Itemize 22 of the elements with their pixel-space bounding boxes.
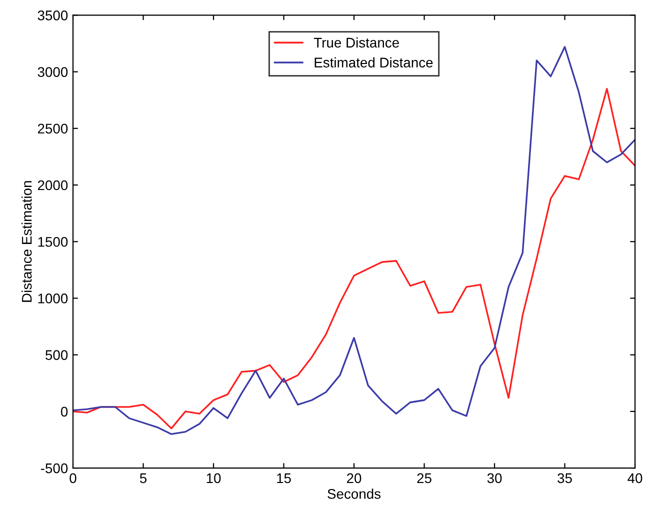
x-tick-label: 15 <box>277 473 291 484</box>
x-tick-label: 25 <box>417 473 432 484</box>
y-tick-label: 1000 <box>38 294 68 304</box>
legend-label: True Distance <box>314 37 399 48</box>
legend-label: Estimated Distance <box>314 57 433 68</box>
y-tick-label: 3000 <box>38 67 68 77</box>
y-tick-label: 2000 <box>38 180 68 190</box>
y-axis-title: Distance Estimation <box>22 181 32 302</box>
x-tick-label: 40 <box>628 473 642 484</box>
x-tick-label: 0 <box>70 473 76 484</box>
x-axis-title: Seconds <box>328 488 381 499</box>
y-tick-label: 1500 <box>38 236 68 247</box>
x-tick-label: 20 <box>346 473 362 484</box>
x-tick-label: 30 <box>487 473 502 484</box>
y-tick-label: 500 <box>46 350 68 360</box>
y-tick-label: 3500 <box>38 10 68 20</box>
y-tick-label: 2500 <box>38 124 68 134</box>
x-tick-label: 5 <box>140 473 147 484</box>
x-tick-label: 10 <box>206 473 221 484</box>
y-tick-label: -500 <box>40 463 68 474</box>
y-tick-label: 0 <box>60 406 68 417</box>
x-tick-label: 35 <box>558 473 572 484</box>
